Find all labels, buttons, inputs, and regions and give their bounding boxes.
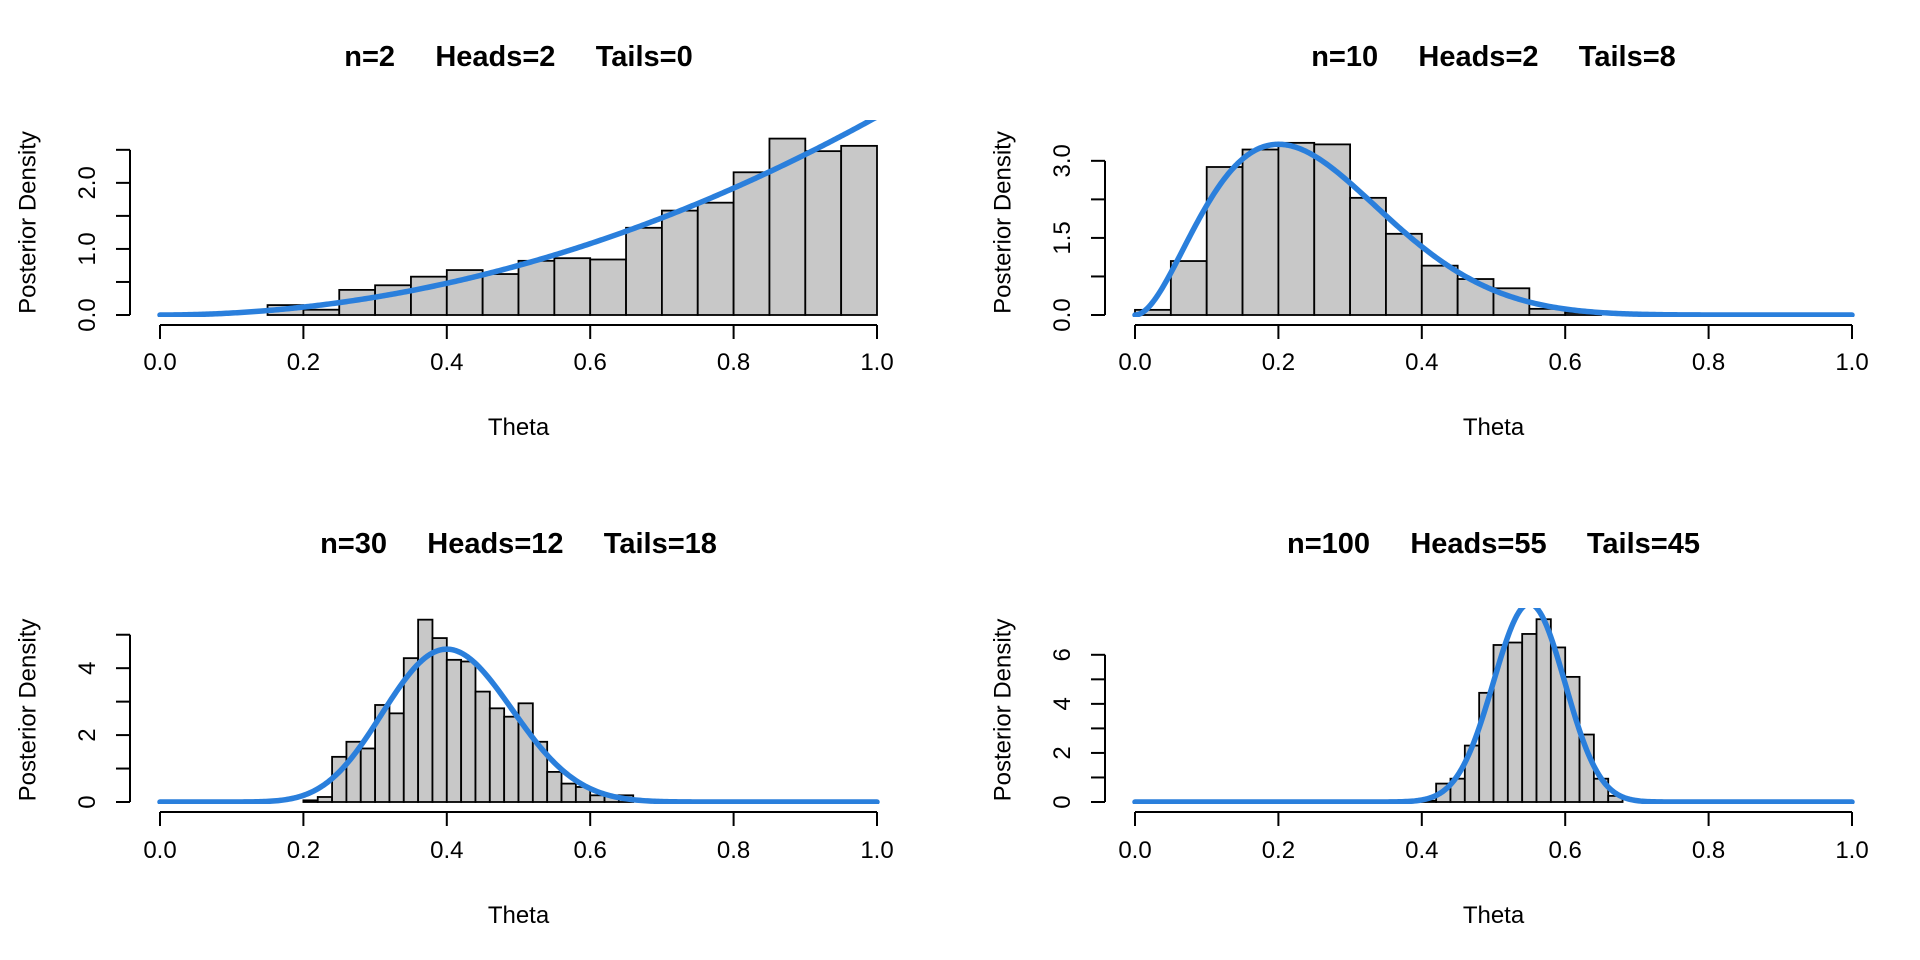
histogram-bar: [474, 690, 491, 803]
histogram-bar: [316, 796, 333, 803]
y-axis-label: Posterior Density: [15, 131, 42, 314]
y-axis-label: Posterior Density: [990, 619, 1017, 802]
density-curve: [157, 646, 880, 804]
x-tick-label: 0.0: [1118, 349, 1151, 376]
histogram-bar: [553, 257, 592, 316]
chart-title: n=10 Heads=2 Tails=8: [1311, 41, 1676, 73]
x-tick-label: 0.2: [1262, 837, 1295, 864]
histogram-bar: [1420, 264, 1459, 316]
x-tick-label: 0.2: [1262, 349, 1295, 376]
panel-n30: n=30 Heads=12 Tails=18 0.0 0.2 0.4 0.6 0.8 1.0…: [15, 528, 894, 929]
x-tick-label: 0.0: [143, 837, 176, 864]
histogram-bar: [1205, 166, 1244, 316]
y-tick-label: 0: [74, 795, 101, 808]
panel-n2: n=2 Heads=2 Tails=0 0.0 0.2 0.4 0.6 0.8 1.0 The…: [15, 41, 894, 441]
histogram-bar: [1535, 618, 1552, 803]
x-tick-label: 0.8: [717, 349, 750, 376]
x-tick-label: 0.8: [1692, 837, 1725, 864]
x-tick-label: 0.8: [717, 837, 750, 864]
histogram-bar: [503, 715, 520, 803]
panel-n100: n=100 Heads=55 Tails=45 0.0 0.2 0.4 0.6 0.8 1.…: [990, 528, 1869, 929]
density-curve: [157, 120, 877, 317]
y-tick-label: 0.0: [74, 298, 101, 331]
histogram-bar: [546, 770, 563, 803]
density-curve: [1132, 141, 1855, 317]
histogram-bar: [488, 707, 506, 803]
histogram-bar: [359, 747, 377, 803]
histogram-bar: [460, 660, 477, 803]
chart-title: n=2 Heads=2 Tails=0: [344, 41, 692, 73]
x-axis-label: Theta: [1463, 414, 1525, 441]
histogram-bar: [1277, 141, 1316, 316]
y-tick-label: 2: [1049, 746, 1076, 759]
histogram-bar: [302, 799, 319, 803]
y-tick-label: 2: [74, 728, 101, 741]
y-tick-label: 0: [1049, 795, 1076, 808]
histogram-bar: [625, 226, 663, 316]
histogram-bar: [1521, 633, 1538, 803]
x-axis-label: Theta: [1463, 902, 1525, 929]
density-curve: [1132, 608, 1855, 804]
histogram-bar: [517, 259, 556, 316]
panel-n10: n=10 Heads=2 Tails=8 0.0 0.2 0.4 0.6 0.8 1.0 Th…: [990, 41, 1869, 441]
histogram-bar: [1241, 148, 1280, 316]
y-tick-label: 2.0: [74, 166, 101, 199]
histogram-bar: [302, 308, 341, 316]
histogram-bar: [1385, 232, 1423, 316]
y-axis-label: Posterior Density: [990, 131, 1017, 314]
histogram-bar: [732, 171, 771, 316]
y-tick-label: 4: [74, 662, 101, 675]
histogram-bar: [417, 618, 434, 803]
x-tick-label: 0.4: [430, 349, 463, 376]
y-tick-label: 1.5: [1049, 221, 1076, 254]
histogram-bar: [768, 137, 807, 316]
histogram-bar: [481, 273, 520, 316]
histogram-bar: [589, 794, 606, 803]
histogram-bar: [560, 782, 577, 803]
histogram-bar: [388, 712, 405, 803]
x-tick-label: 1.0: [1835, 837, 1868, 864]
x-axis-label: Theta: [488, 902, 550, 929]
histogram-bar: [1313, 143, 1351, 316]
x-tick-label: 0.0: [143, 349, 176, 376]
x-tick-label: 0.4: [1405, 837, 1438, 864]
x-tick-label: 0.2: [287, 837, 320, 864]
x-tick-label: 0.8: [1692, 349, 1725, 376]
x-tick-label: 0.6: [1549, 349, 1582, 376]
x-tick-label: 0.6: [574, 837, 607, 864]
y-tick-label: 3.0: [1049, 144, 1076, 177]
y-tick-label: 4: [1049, 697, 1076, 710]
x-tick-label: 1.0: [860, 837, 893, 864]
histogram-bar: [445, 658, 463, 803]
x-tick-label: 0.2: [287, 349, 320, 376]
histogram-bar: [1349, 196, 1387, 316]
histogram-bar: [1506, 641, 1524, 803]
x-tick-label: 0.4: [1405, 349, 1438, 376]
histogram-bar: [804, 150, 843, 316]
y-tick-label: 6: [1049, 648, 1076, 661]
histogram-bar: [840, 144, 878, 316]
x-tick-label: 1.0: [1835, 349, 1868, 376]
chart-title: n=30 Heads=12 Tails=18: [320, 528, 717, 560]
chart-title: n=100 Heads=55 Tails=45: [1287, 528, 1700, 560]
x-tick-label: 1.0: [860, 349, 893, 376]
y-axis-label: Posterior Density: [15, 619, 42, 802]
histogram-bar: [589, 258, 627, 316]
x-tick-label: 0.0: [1118, 837, 1151, 864]
x-tick-label: 0.6: [574, 349, 607, 376]
histogram-bar: [431, 637, 448, 803]
x-tick-label: 0.4: [430, 837, 463, 864]
histogram-bar: [1169, 260, 1208, 316]
x-tick-label: 0.6: [1549, 837, 1582, 864]
y-tick-label: 0.0: [1049, 298, 1076, 331]
histogram-bar: [696, 201, 735, 316]
histogram-bar: [661, 209, 699, 316]
y-tick-label: 1.0: [74, 232, 101, 265]
x-axis-label: Theta: [488, 414, 550, 441]
